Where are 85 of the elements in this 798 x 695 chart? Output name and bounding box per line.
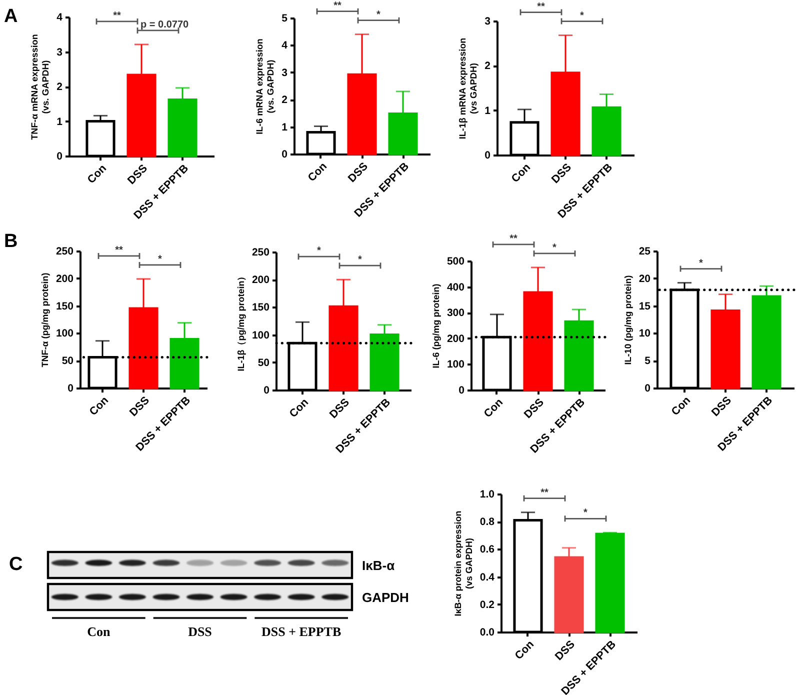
y-tick-label: 1	[484, 104, 491, 117]
x-tick-label: Con	[306, 160, 330, 184]
annotation: *	[584, 508, 588, 519]
y-tick-label: 150	[252, 302, 270, 314]
y-axis-title: IL-1β（pg/mg protein）	[236, 272, 246, 372]
annotation: **	[540, 487, 548, 498]
x-tick-label: Con	[85, 162, 110, 186]
text: **	[510, 233, 518, 244]
y-tick-label: 0	[56, 150, 63, 162]
category-label: GAPDH	[362, 590, 409, 605]
y-tick-label: 2	[282, 94, 288, 106]
y-tick-label: 0.2	[480, 598, 495, 611]
y-tick-label: 4	[282, 40, 288, 52]
y-tick-label: 200	[446, 332, 465, 345]
x-tick-label: Con	[287, 396, 312, 420]
y-tick-label: 1	[56, 116, 63, 128]
annotation: *	[699, 258, 704, 269]
y-tick-label: 3	[282, 66, 288, 79]
y-axis-title: IL-6 mRNA expression (vs. GAPDH)	[254, 38, 276, 134]
y-tick-label: 0	[644, 382, 651, 394]
y-tick-label: 3	[56, 46, 63, 58]
annotation: *	[358, 254, 362, 266]
x-tick-label: Con	[482, 396, 506, 420]
annotation: *	[376, 9, 381, 20]
y-tick-label: 2	[484, 60, 491, 72]
y-axis-title: TNF-α mRNA expression (vs. GAPDH)	[30, 34, 51, 140]
x-tick-label: Con	[87, 394, 112, 418]
y-tick-label: 400	[446, 281, 465, 294]
y-tick-label: 0.8	[480, 516, 495, 528]
y-tick-label: 5	[282, 12, 288, 24]
annotation: **	[115, 244, 123, 256]
chart-title: B	[4, 231, 18, 252]
y-axis-title: IL-10 (pg/mg protein)	[622, 275, 633, 365]
x-tick-label: Con	[512, 638, 537, 662]
y-tick-label: 0	[264, 384, 270, 396]
y-tick-label: 25	[638, 246, 651, 258]
category-label: IκB-α	[362, 558, 395, 573]
y-tick-label: 100	[56, 328, 74, 340]
text: C	[9, 554, 23, 575]
y-tick-label: 0	[458, 384, 465, 396]
y-tick-label: 300	[446, 307, 465, 320]
y-tick-label: 50	[258, 356, 270, 369]
y-tick-label: 0.4	[480, 571, 495, 584]
y-tick-label: 0	[282, 148, 288, 160]
category-label: DSS	[188, 624, 212, 639]
y-tick-label: 250	[56, 246, 74, 258]
annotation: **	[113, 10, 121, 22]
y-tick-label: 1	[282, 121, 288, 134]
bar	[595, 532, 625, 634]
y-tick-label: 0	[484, 150, 491, 162]
y-axis-title: IκB-α protein expression (vs GAPDH)	[452, 510, 474, 616]
y-axis-title: IL-6 (pg/mg protein)	[430, 284, 441, 368]
category-label: DSS + EPPTB	[262, 624, 342, 639]
y-tick-label: 5	[644, 355, 651, 368]
y-tick-label: 100	[446, 358, 465, 371]
y-tick-label: 4	[56, 12, 63, 24]
text: **	[334, 0, 342, 12]
x-tick-label: Con	[669, 394, 694, 418]
y-tick-label: 0.0	[480, 626, 495, 638]
y-tick-label: 2	[56, 81, 63, 93]
y-tick-label: 500	[446, 256, 465, 268]
y-tick-label: 150	[56, 300, 74, 312]
y-tick-label: 10	[638, 328, 651, 340]
y-tick-label: 15	[638, 300, 651, 312]
chart-title: A	[4, 6, 18, 27]
annotation: p = 0.0770	[140, 19, 190, 30]
text: **	[537, 1, 545, 12]
text: *	[552, 242, 557, 254]
y-tick-label: 0	[68, 382, 74, 394]
annotation: *	[317, 246, 322, 257]
y-tick-label: 1.0	[480, 488, 495, 500]
x-tick-label: Con	[509, 161, 534, 186]
y-tick-label: 100	[252, 329, 270, 342]
category-label: Con	[87, 624, 111, 639]
annotation: *	[158, 254, 162, 265]
text: *	[580, 10, 584, 22]
y-tick-label: 250	[252, 246, 270, 258]
y-tick-label: 20	[638, 272, 651, 285]
y-tick-label: 0.6	[480, 544, 495, 556]
y-tick-label: 3	[484, 16, 491, 28]
y-tick-label: 200	[252, 274, 270, 286]
y-axis-title: IL-1β mRNA expression (vs GAPDH)	[458, 38, 479, 140]
y-tick-label: 50	[62, 355, 74, 368]
y-axis-title: TNF-α (pg/mg protein)	[40, 272, 50, 368]
y-tick-label: 200	[56, 272, 74, 285]
